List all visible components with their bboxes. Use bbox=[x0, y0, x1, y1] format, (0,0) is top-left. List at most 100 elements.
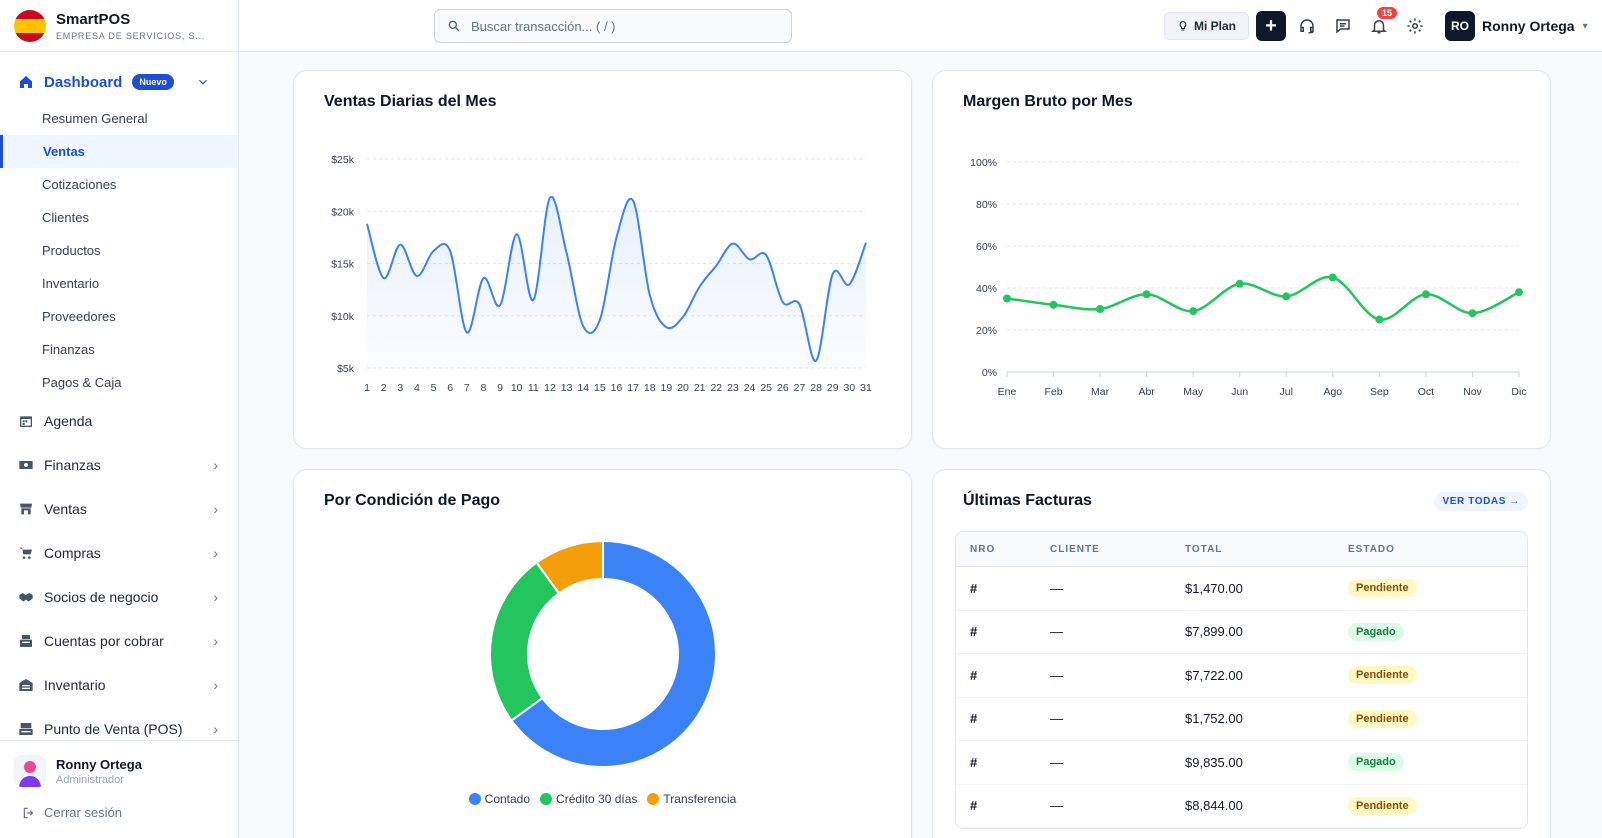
logout-icon bbox=[23, 807, 34, 818]
sidebar-subitem[interactable]: Proveedores bbox=[42, 309, 116, 324]
user-menu[interactable]: RO Ronny Ortega ▾ bbox=[1445, 11, 1588, 41]
data-point[interactable] bbox=[1421, 290, 1430, 299]
gear-icon[interactable] bbox=[1404, 15, 1426, 37]
sidebar-item-dashboard[interactable]: Dashboard Nuevo bbox=[0, 62, 238, 102]
sidebar-subitem[interactable]: Productos bbox=[42, 243, 101, 258]
data-point[interactable] bbox=[444, 245, 456, 257]
data-point[interactable] bbox=[361, 218, 373, 230]
bell-icon[interactable]: 15 bbox=[1368, 7, 1398, 37]
data-point[interactable] bbox=[710, 260, 722, 272]
sidebar-item[interactable]: Agenda bbox=[0, 399, 238, 443]
data-point[interactable] bbox=[627, 195, 639, 207]
data-point[interactable] bbox=[461, 326, 473, 338]
sidebar-subitem[interactable]: Ventas bbox=[0, 135, 238, 168]
sidebar-item[interactable]: Punto de Venta (POS) › bbox=[0, 707, 238, 751]
pie-slice[interactable] bbox=[489, 561, 561, 722]
data-point[interactable] bbox=[677, 311, 689, 323]
sidebar-item[interactable]: Compras › bbox=[0, 531, 238, 575]
table-row[interactable]: # — $1,470.00 Pendiente bbox=[956, 567, 1527, 611]
sidebar-item-label: Cuentas por cobrar bbox=[44, 633, 164, 649]
x-tick-label: Dic bbox=[1511, 386, 1526, 398]
pie-slice[interactable] bbox=[535, 539, 604, 595]
data-point[interactable] bbox=[694, 280, 706, 292]
sidebar-subitem[interactable]: Cotizaciones bbox=[42, 177, 117, 192]
data-point[interactable] bbox=[1235, 279, 1244, 288]
table-row[interactable]: # — $7,722.00 Pendiente bbox=[956, 654, 1527, 698]
data-point[interactable] bbox=[544, 192, 556, 204]
data-point[interactable] bbox=[561, 247, 573, 259]
x-tick-label: Feb bbox=[1044, 386, 1062, 398]
data-point[interactable] bbox=[1282, 292, 1291, 301]
view-all-link[interactable]: VER TODAS → bbox=[1434, 492, 1528, 511]
data-point[interactable] bbox=[527, 294, 539, 306]
invoice-number: # bbox=[970, 711, 978, 727]
legend-item[interactable]: Crédito 30 días bbox=[540, 792, 637, 806]
home-icon bbox=[20, 76, 32, 88]
data-point[interactable] bbox=[611, 231, 623, 243]
data-point[interactable] bbox=[394, 239, 406, 251]
calendar-icon bbox=[18, 413, 34, 429]
chat-icon[interactable] bbox=[1332, 15, 1354, 37]
data-point[interactable] bbox=[1189, 307, 1198, 316]
headset-icon[interactable] bbox=[1296, 15, 1318, 37]
invoice-total: $1,470.00 bbox=[1185, 580, 1243, 596]
legend-item[interactable]: Transferencia bbox=[647, 792, 736, 806]
data-point[interactable] bbox=[494, 299, 506, 311]
sidebar-subitem[interactable]: Clientes bbox=[42, 210, 89, 225]
x-tick-label: 16 bbox=[611, 382, 623, 394]
x-tick-label: Nov bbox=[1463, 386, 1482, 398]
data-point[interactable] bbox=[644, 289, 656, 301]
table-row[interactable]: # — $9,835.00 Pagado bbox=[956, 741, 1527, 785]
brand[interactable]: SmartPOS EMPRESA DE SERVICIOS, S... bbox=[0, 0, 238, 52]
data-point[interactable] bbox=[1096, 305, 1105, 313]
sidebar-item[interactable]: Cuentas por cobrar › bbox=[0, 619, 238, 663]
data-point[interactable] bbox=[428, 245, 440, 257]
sidebar-item[interactable]: Ventas › bbox=[0, 487, 238, 531]
data-point[interactable] bbox=[843, 278, 855, 290]
add-button[interactable]: + bbox=[1256, 11, 1286, 41]
table-row[interactable]: # — $7,899.00 Pagado bbox=[956, 611, 1527, 654]
sidebar-subitem[interactable]: Finanzas bbox=[42, 342, 95, 357]
sidebar-item[interactable]: Inventario › bbox=[0, 663, 238, 707]
data-point[interactable] bbox=[1003, 294, 1011, 303]
daily-sales-title: Ventas Diarias del Mes bbox=[324, 93, 497, 110]
logout-button[interactable]: Cerrar sesión bbox=[0, 787, 238, 820]
sidebar-item-label: Compras bbox=[44, 545, 101, 561]
data-point[interactable] bbox=[860, 237, 872, 249]
data-point[interactable] bbox=[411, 270, 423, 282]
data-point[interactable] bbox=[1375, 315, 1384, 324]
sidebar-subitem[interactable]: Resumen General bbox=[42, 111, 148, 126]
pie-slice[interactable] bbox=[510, 539, 717, 768]
data-point[interactable] bbox=[1142, 290, 1151, 299]
sidebar-item[interactable]: Socios de negocio › bbox=[0, 575, 238, 619]
sidebar-subitem[interactable]: Pagos & Caja bbox=[42, 375, 122, 390]
data-point[interactable] bbox=[1468, 309, 1477, 318]
data-point[interactable] bbox=[378, 272, 390, 284]
data-point[interactable] bbox=[1515, 288, 1523, 297]
data-point[interactable] bbox=[760, 249, 772, 261]
data-point[interactable] bbox=[793, 298, 805, 310]
user-profile[interactable]: Ronny Ortega Administrador bbox=[0, 741, 238, 787]
data-point[interactable] bbox=[727, 238, 739, 250]
data-point[interactable] bbox=[1049, 300, 1058, 309]
table-row[interactable]: # — $1,752.00 Pendiente bbox=[956, 698, 1527, 741]
data-point[interactable] bbox=[827, 268, 839, 280]
data-point[interactable] bbox=[777, 296, 789, 308]
plan-button[interactable]: Mi Plan bbox=[1164, 12, 1250, 40]
data-point[interactable] bbox=[511, 228, 523, 240]
dashboard-submenu: Resumen General Ventas Cotizaciones Cliente… bbox=[0, 102, 238, 399]
status-badge: Pagado bbox=[1348, 622, 1404, 641]
sidebar-item[interactable]: Finanzas › bbox=[0, 443, 238, 487]
x-tick-label: 27 bbox=[794, 382, 806, 394]
data-point[interactable] bbox=[477, 272, 489, 284]
data-point[interactable] bbox=[660, 321, 672, 333]
data-point[interactable] bbox=[810, 355, 822, 367]
data-point[interactable] bbox=[577, 320, 589, 332]
data-point[interactable] bbox=[594, 314, 606, 326]
sidebar-subitem[interactable]: Inventario bbox=[42, 276, 100, 291]
data-point[interactable] bbox=[744, 253, 756, 265]
legend-item[interactable]: Contado bbox=[468, 792, 530, 806]
data-point[interactable] bbox=[1328, 273, 1337, 282]
table-row[interactable]: # — $8,844.00 Pendiente bbox=[956, 785, 1527, 828]
search-input[interactable]: Buscar transacción... ( / ) bbox=[434, 9, 792, 43]
